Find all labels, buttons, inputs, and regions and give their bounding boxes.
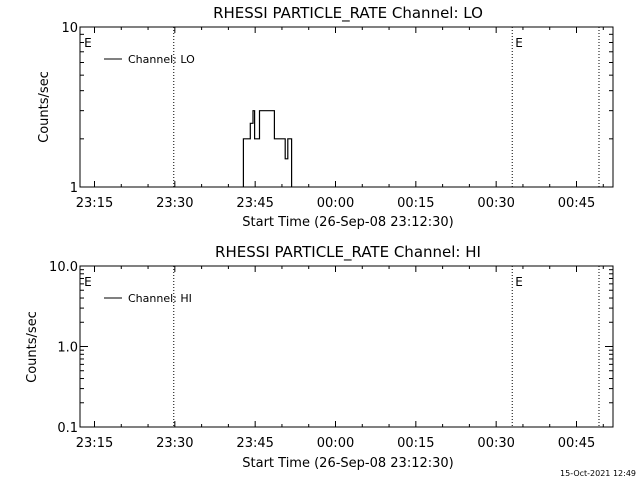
- hi-x-tick-label: 00:30: [477, 436, 514, 451]
- hi-y-tick-label: 0.1: [57, 421, 78, 436]
- hi-x-tick-label: 23:15: [76, 436, 113, 451]
- lo-y-tick-label: 10: [61, 21, 78, 36]
- lo-e-marker: E: [515, 36, 523, 50]
- lo-x-tick-label: 00:30: [477, 196, 514, 211]
- hi-legend-label: Channel: HI: [128, 292, 192, 305]
- hi-x-tick-label: 23:45: [236, 436, 273, 451]
- lo-legend-label: Channel: LO: [128, 53, 195, 66]
- lo-x-tick-label: 00:15: [397, 196, 434, 211]
- lo-x-tick-label: 00:45: [558, 196, 595, 211]
- hi-e-marker: E: [515, 275, 523, 289]
- lo-e-marker: E: [84, 36, 92, 50]
- lo-x-tick-label: 23:15: [76, 196, 113, 211]
- generation-timestamp: 15-Oct-2021 12:49: [560, 469, 636, 478]
- hi-chart-title: RHESSI PARTICLE_RATE Channel: HI: [215, 243, 481, 262]
- hi-x-tick-label: 00:45: [558, 436, 595, 451]
- hi-y-tick-label: 1.0: [57, 341, 78, 356]
- lo-x-axis-label: Start Time (26-Sep-08 23:12:30): [242, 215, 453, 230]
- lo-x-tick-label: 23:45: [236, 196, 273, 211]
- lo-chart-title: RHESSI PARTICLE_RATE Channel: LO: [213, 4, 483, 23]
- lo-x-tick-label: 00:00: [317, 196, 354, 211]
- lo-y-axis-label: Counts/sec: [37, 71, 52, 143]
- hi-y-tick-label: 10.0: [49, 260, 78, 275]
- hi-x-tick-label: 00:15: [397, 436, 434, 451]
- hi-x-tick-label: 23:30: [156, 436, 193, 451]
- lo-series-line: [242, 110, 293, 187]
- lo-y-tick-label: 1: [70, 181, 78, 196]
- lo-x-tick-label: 23:30: [156, 196, 193, 211]
- hi-x-tick-label: 00:00: [317, 436, 354, 451]
- hi-y-axis-label: Counts/sec: [25, 311, 40, 383]
- hi-e-marker: E: [84, 275, 92, 289]
- lo-plot-frame: [79, 26, 614, 188]
- hi-x-axis-label: Start Time (26-Sep-08 23:12:30): [242, 456, 453, 471]
- hi-channel-panel: RHESSI PARTICLE_RATE Channel: HI Counts/…: [25, 243, 614, 471]
- lo-channel-panel: RHESSI PARTICLE_RATE Channel: LO Counts/…: [37, 4, 614, 230]
